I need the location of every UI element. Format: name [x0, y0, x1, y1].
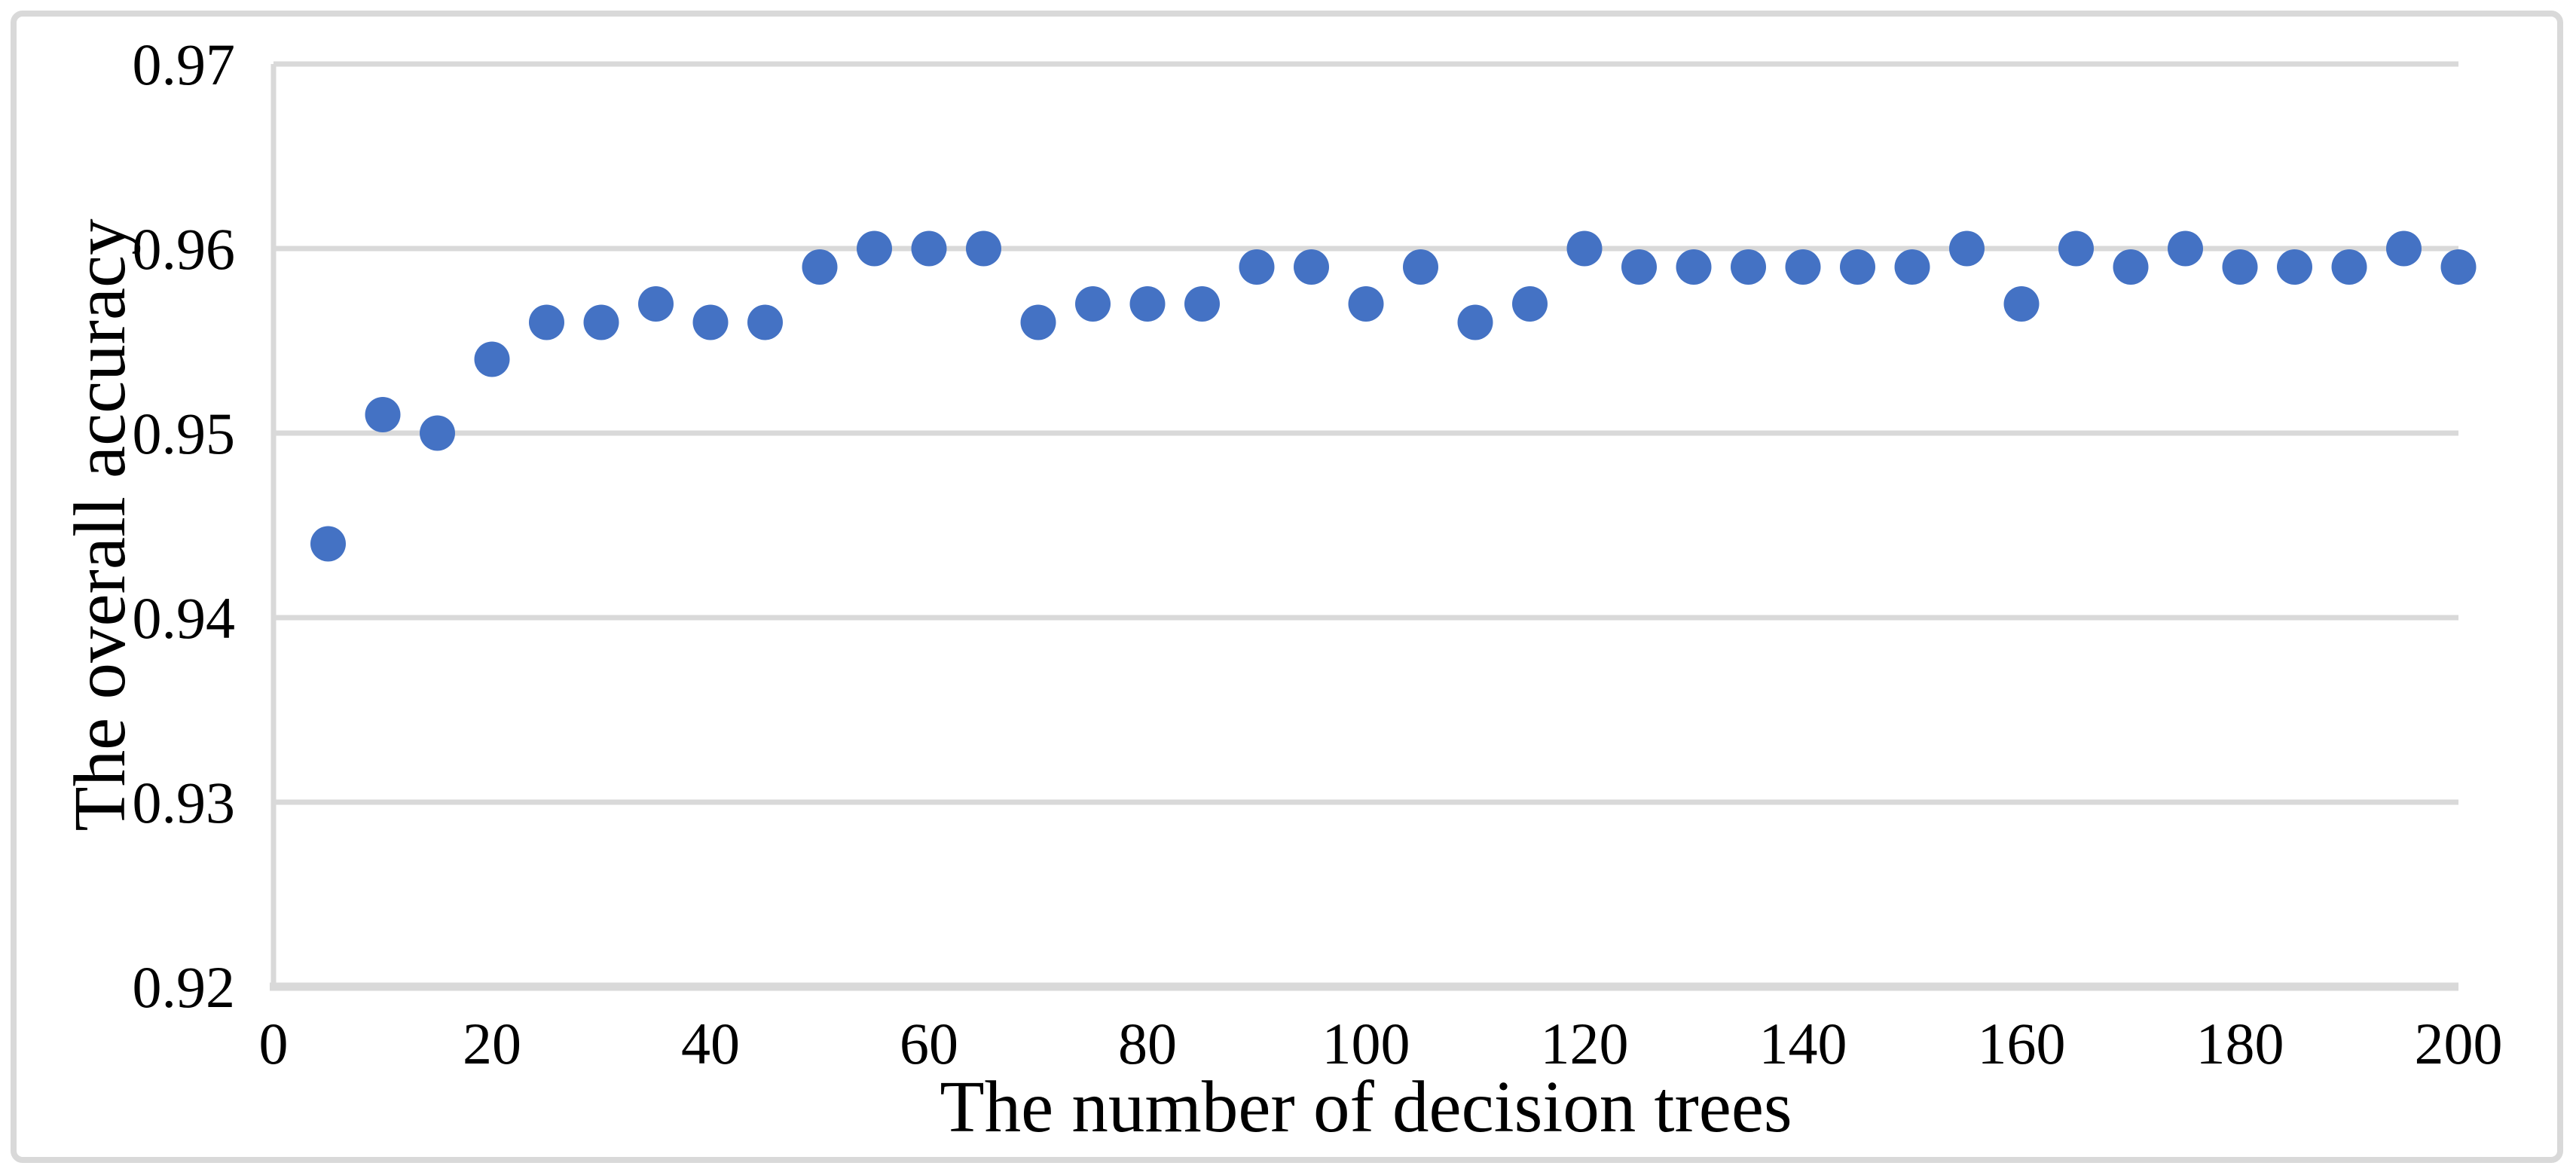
data-point — [1676, 249, 1712, 285]
data-point — [638, 286, 674, 322]
x-tick-label: 20 — [463, 1011, 521, 1076]
data-point — [2277, 249, 2312, 285]
x-tick-label: 100 — [1322, 1011, 1410, 1076]
y-tick-label: 0.96 — [133, 216, 236, 282]
y-tick-label: 0.94 — [133, 585, 236, 651]
x-tick-label: 160 — [1978, 1011, 2066, 1076]
data-point — [420, 415, 455, 451]
data-point — [2331, 249, 2367, 285]
data-point — [365, 397, 401, 432]
y-tick-label: 0.93 — [133, 770, 236, 835]
data-point — [1129, 286, 1166, 322]
data-point — [583, 304, 619, 340]
data-point — [529, 304, 564, 340]
data-point — [2058, 230, 2094, 267]
x-tick-label: 40 — [681, 1011, 740, 1076]
data-point — [692, 304, 729, 340]
x-axis-tick-labels: 0 20 40 60 80 100 120 140 160 180 200 — [259, 1011, 2503, 1076]
data-point — [2386, 230, 2422, 267]
y-tick-label: 0.95 — [133, 401, 236, 466]
x-tick-label: 140 — [1759, 1011, 1847, 1076]
x-tick-label: 80 — [1118, 1011, 1177, 1076]
chart-border — [11, 11, 2563, 1163]
data-point — [2113, 249, 2149, 285]
y-tick-label: 0.97 — [133, 32, 236, 97]
data-point — [310, 526, 346, 562]
gridlines — [273, 61, 2458, 990]
x-tick-label: 0 — [259, 1011, 289, 1076]
data-point — [2168, 230, 2203, 267]
data-point — [747, 304, 783, 340]
data-point — [1949, 230, 1985, 267]
data-point — [1403, 249, 1438, 285]
data-point — [966, 230, 1001, 267]
data-point — [1785, 249, 1821, 285]
data-point — [1020, 304, 1056, 340]
axis-lines — [270, 64, 2458, 991]
data-point — [1621, 249, 1657, 285]
data-point — [1566, 230, 1603, 267]
data-point — [2440, 249, 2477, 285]
data-point — [1894, 249, 1930, 285]
y-axis-tick-labels: 0.92 0.93 0.94 0.95 0.96 0.97 — [133, 32, 236, 1020]
data-point — [1840, 249, 1875, 285]
x-tick-label: 200 — [2415, 1011, 2503, 1076]
y-tick-label: 0.92 — [133, 954, 236, 1020]
y-axis-title: The overall accuracy — [60, 218, 140, 832]
data-point — [474, 341, 510, 377]
data-point — [1512, 286, 1548, 322]
x-tick-label: 120 — [1541, 1011, 1629, 1076]
x-axis-title: The number of decision trees — [940, 1067, 1792, 1147]
data-point — [1731, 249, 1766, 285]
data-point — [2003, 286, 2040, 322]
data-point — [1075, 286, 1111, 322]
data-point — [1184, 286, 1220, 322]
x-tick-label: 180 — [2196, 1011, 2284, 1076]
x-tick-label: 60 — [900, 1011, 958, 1076]
data-point — [1294, 249, 1329, 285]
data-point — [1348, 286, 1384, 322]
data-point — [802, 249, 838, 285]
data-point — [857, 230, 892, 267]
data-point — [1457, 304, 1493, 340]
data-point — [911, 230, 947, 267]
data-points — [310, 230, 2477, 562]
data-point — [2222, 249, 2258, 285]
data-point — [1239, 249, 1275, 285]
